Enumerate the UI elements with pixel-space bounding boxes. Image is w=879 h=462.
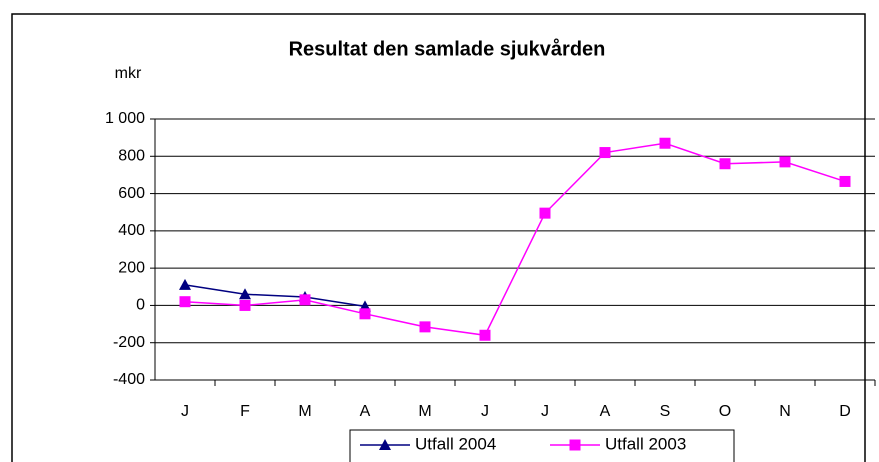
x-tick-label: M [298,403,311,420]
x-tick-label: A [600,403,611,420]
x-tick-label: M [418,403,431,420]
y-tick-label: 600 [118,185,145,202]
legend-label: Utfall 2004 [415,434,496,453]
chart-title: Resultat den samlade sjukvården [289,37,606,60]
x-tick-label: O [719,403,731,420]
legend-box [349,429,735,462]
legend-label: Utfall 2003 [605,434,686,453]
x-tick-label: J [541,403,549,420]
y-tick-label: 400 [118,222,145,239]
marker [779,156,791,168]
y-tick-label: 800 [118,148,145,165]
x-tick-label: N [779,403,791,420]
marker [539,207,551,219]
marker [419,321,431,333]
y-tick-label: -400 [113,371,145,388]
series-line [184,284,366,308]
chart-border [11,13,866,462]
y-tick-label: 1 000 [105,110,145,127]
marker [659,137,671,149]
marker [479,329,491,341]
marker [839,175,851,187]
y-tick-label: 0 [136,297,145,314]
y-tick-label: -200 [113,334,145,351]
marker [179,278,191,290]
x-tick-label: J [481,403,489,420]
y-tick-label: 200 [118,259,145,276]
marker [719,158,731,170]
legend-marker [569,439,581,451]
x-tick-label: D [839,403,851,420]
marker [599,147,611,159]
x-tick-label: S [660,403,671,420]
marker [299,294,311,306]
legend-marker [379,439,391,450]
y-axis-label: mkr [115,65,142,82]
marker [239,288,251,300]
marker [239,299,251,311]
x-tick-label: F [240,403,250,420]
marker [359,308,371,320]
marker [179,296,191,308]
x-tick-label: J [181,403,189,420]
series-line [184,142,846,337]
x-tick-label: A [360,403,371,420]
